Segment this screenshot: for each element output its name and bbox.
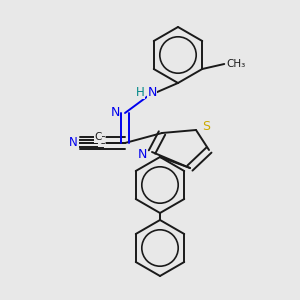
- Text: N: N: [69, 136, 77, 149]
- Text: C: C: [98, 136, 106, 146]
- Text: N: N: [69, 136, 77, 149]
- Text: CH₃: CH₃: [226, 59, 246, 69]
- Text: S: S: [202, 121, 210, 134]
- Text: N: N: [137, 148, 147, 161]
- Text: C: C: [94, 132, 102, 142]
- Text: N: N: [110, 106, 120, 119]
- Text: H: H: [136, 85, 144, 98]
- Text: N: N: [147, 85, 157, 98]
